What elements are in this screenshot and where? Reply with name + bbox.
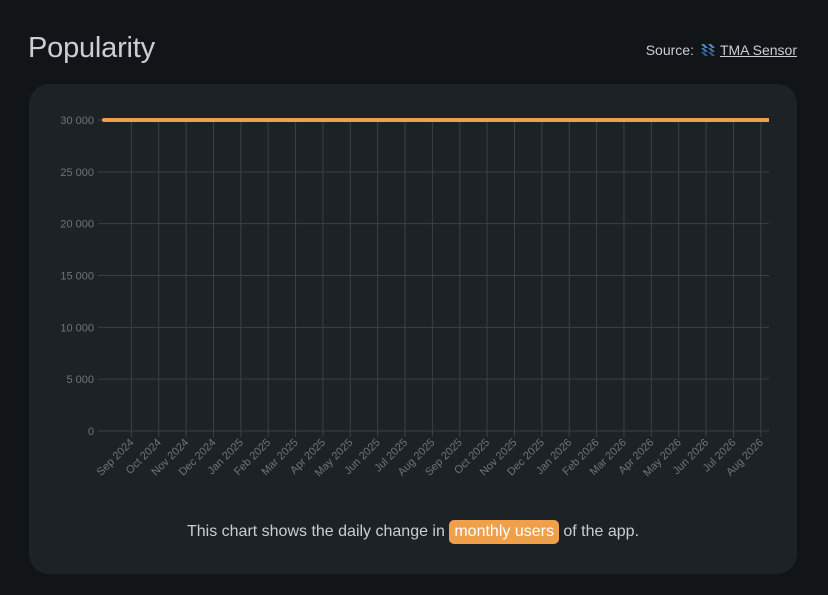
source-attribution: Source: TMA Sensor [646, 42, 797, 58]
y-tick-label: 30 000 [60, 115, 94, 127]
source-prefix: Source: [645, 42, 694, 58]
y-tick-label: 0 [88, 426, 94, 438]
y-tick-label: 10 000 [60, 322, 94, 334]
chart-caption: This chart shows the daily change in mon… [29, 520, 797, 544]
caption-text-after: of the app. [563, 523, 640, 540]
header: Popularity Source: TMA Sensor [28, 30, 797, 74]
y-tick-label: 15 000 [60, 271, 94, 283]
page-title: Popularity [28, 32, 155, 64]
caption-highlight-metric: monthly users [449, 520, 559, 544]
y-tick-label: 25 000 [60, 167, 94, 179]
source-link[interactable]: TMA Sensor [719, 42, 797, 58]
data-point [102, 118, 106, 122]
y-tick-label: 20 000 [60, 219, 94, 231]
caption-text-before: This chart shows the daily change in [186, 523, 445, 540]
y-tick-label: 5 000 [66, 374, 94, 386]
tma-sensor-logo-icon [700, 44, 715, 56]
